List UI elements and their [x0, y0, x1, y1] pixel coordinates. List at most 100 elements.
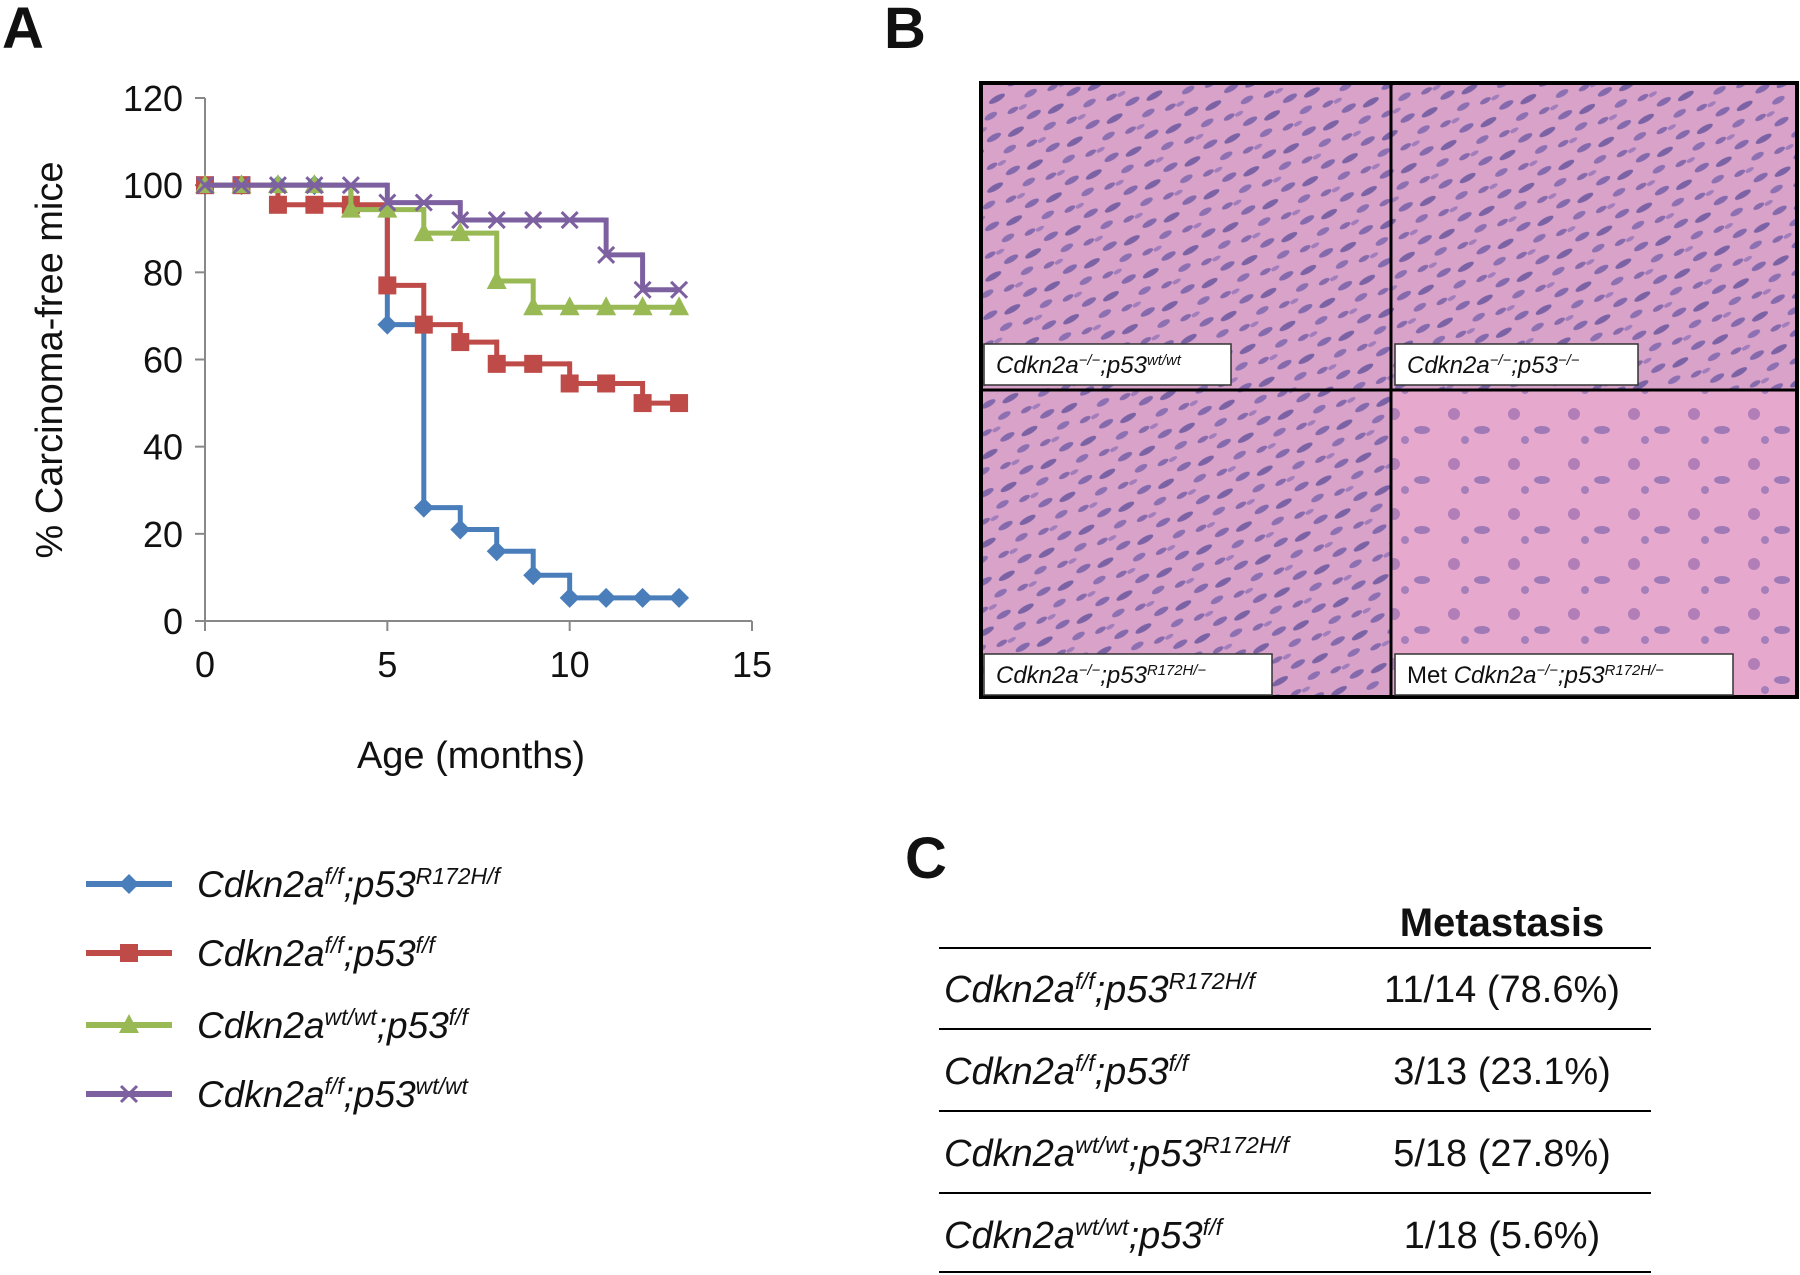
marker — [559, 296, 580, 316]
x-axis-title: Age (months) — [357, 735, 585, 777]
image-label-box — [983, 343, 1232, 386]
marker — [119, 1084, 139, 1104]
rich-label: Cdkn2a−/−;p53wt/wt — [996, 352, 1182, 379]
marker — [523, 565, 544, 586]
marker — [669, 587, 690, 608]
y-tick-label: 0 — [163, 601, 183, 642]
label-segment: Cdkn2a — [944, 1215, 1075, 1257]
marker — [524, 210, 543, 230]
superscript: −/− — [1079, 353, 1101, 369]
superscript: wt/wt — [1075, 1214, 1130, 1240]
marker — [596, 587, 617, 608]
marker — [414, 193, 433, 212]
y-tick-label: 80 — [143, 252, 183, 293]
marker — [377, 314, 398, 335]
superscript: wt/wt — [325, 1004, 379, 1030]
rich-label: Cdkn2a−/−;p53R172H/− — [996, 662, 1206, 689]
label-segment: Cdkn2a — [1407, 352, 1490, 379]
label-segment: ;p53 — [344, 933, 416, 974]
y-tick-label: 120 — [123, 78, 183, 119]
marker — [305, 176, 324, 195]
marker — [120, 944, 138, 962]
marker — [632, 296, 653, 316]
label-segment: Cdkn2a — [944, 1133, 1075, 1175]
label-segment: Cdkn2a — [197, 864, 325, 905]
label-segment: ;p53 — [377, 1005, 449, 1046]
marker — [597, 245, 616, 264]
marker — [596, 296, 617, 316]
series — [196, 176, 689, 413]
label-segment: ;p53 — [1511, 352, 1558, 379]
rich-label: Cdkn2af/f;p53f/f — [944, 1050, 1191, 1093]
histology-panel — [979, 81, 1799, 699]
marker — [633, 280, 652, 299]
marker — [487, 210, 506, 230]
histology-image — [1391, 83, 1797, 390]
rich-label: Cdkn2awt/wt;p53f/f — [944, 1214, 1225, 1257]
label-segment: ;p53 — [1095, 969, 1169, 1011]
superscript: R172H/f — [1169, 968, 1258, 994]
label-segment: ;p53 — [1095, 1051, 1169, 1093]
marker — [669, 296, 690, 316]
marker — [378, 193, 397, 212]
label-segment: Cdkn2a — [197, 933, 325, 974]
label-segment: ;p53 — [344, 864, 416, 905]
image-label-box — [1394, 653, 1734, 696]
superscript: f/f — [1075, 1050, 1097, 1076]
marker — [451, 333, 470, 352]
y-tick-label: 60 — [143, 340, 183, 381]
marker — [268, 176, 287, 195]
table-cell: 1/18 (5.6%) — [1404, 1215, 1600, 1257]
y-tick-label: 40 — [143, 427, 183, 468]
x-tick-label: 10 — [550, 644, 590, 685]
marker — [414, 315, 433, 334]
panel-label: B — [884, 0, 926, 61]
rich-label: Met Cdkn2a−/−;p53R172H/− — [1407, 662, 1664, 689]
rich-label: Cdkn2awt/wt;p53R172H/f — [944, 1132, 1291, 1175]
superscript: f/f — [449, 1004, 471, 1030]
rich-label: Cdkn2af/f;p53f/f — [197, 932, 437, 974]
x-tick-label: 0 — [195, 644, 215, 685]
marker — [487, 354, 506, 373]
histology-image — [1391, 390, 1797, 697]
series — [195, 174, 690, 316]
marker — [450, 519, 471, 540]
label-segment: Cdkn2a — [996, 352, 1079, 379]
marker — [232, 176, 251, 195]
label-segment: ;p53 — [1129, 1215, 1203, 1257]
rich-label: Cdkn2awt/wt;p53f/f — [197, 1004, 471, 1046]
label-segment: Cdkn2a — [197, 1005, 325, 1046]
superscript: f/f — [1169, 1050, 1191, 1076]
superscript: R172H/f — [1203, 1132, 1292, 1158]
label-segment: Cdkn2a — [1454, 662, 1537, 689]
superscript: f/f — [325, 1073, 347, 1099]
marker — [486, 270, 507, 290]
table-cell: 11/14 (78.6%) — [1384, 969, 1620, 1011]
marker — [632, 587, 653, 608]
series — [195, 176, 689, 299]
marker — [413, 222, 434, 242]
marker — [413, 497, 434, 518]
histology-image — [981, 390, 1391, 697]
marker — [341, 176, 360, 195]
rich-label: Cdkn2a−/−;p53−/− — [1407, 352, 1580, 379]
panel-label: C — [905, 826, 947, 891]
table-cell: 3/13 (23.1%) — [1393, 1051, 1611, 1093]
space — [1447, 662, 1454, 689]
superscript: −/− — [1079, 663, 1101, 679]
label-segment: Cdkn2a — [944, 1051, 1075, 1093]
marker — [451, 210, 470, 230]
marker — [597, 374, 616, 393]
marker — [633, 394, 652, 413]
rich-label: Cdkn2af/f;p53R172H/f — [944, 968, 1257, 1011]
label-segment: Cdkn2a — [996, 662, 1079, 689]
marker — [377, 198, 398, 218]
marker — [450, 222, 471, 242]
superscript: R172H/− — [1147, 663, 1206, 679]
table-header: Metastasis — [1400, 901, 1605, 945]
marker — [119, 1014, 139, 1033]
table-cell: 5/18 (27.8%) — [1393, 1133, 1611, 1175]
superscript: wt/wt — [1075, 1132, 1130, 1158]
label-segment: Cdkn2a — [944, 969, 1075, 1011]
